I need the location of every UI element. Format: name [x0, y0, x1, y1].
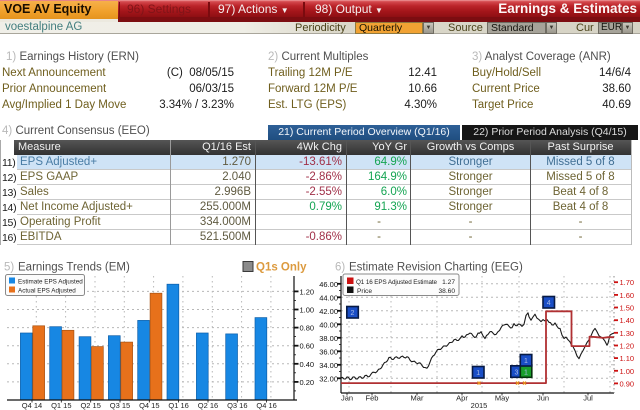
svg-text:Jul: Jul: [583, 394, 593, 403]
svg-text:0.20: 0.20: [300, 378, 315, 387]
svg-text:Mar: Mar: [411, 394, 424, 403]
svg-text:34.00: 34.00: [319, 361, 338, 370]
svg-text:Feb: Feb: [366, 394, 379, 403]
svg-text:Q3 16: Q3 16: [227, 401, 247, 410]
svg-text:1.00: 1.00: [620, 367, 635, 376]
svg-text:1.27: 1.27: [442, 279, 455, 286]
svg-text:44.00: 44.00: [319, 293, 338, 302]
svg-text:0.80: 0.80: [300, 324, 315, 333]
svg-text:Q1 16 EPS Adjusted Estimate: Q1 16 EPS Adjusted Estimate: [356, 279, 438, 286]
svg-text:1: 1: [524, 370, 528, 377]
svg-text:1.20: 1.20: [300, 287, 315, 296]
svg-text:1.20: 1.20: [620, 342, 635, 351]
svg-text:2015: 2015: [471, 401, 488, 410]
svg-text:36.00: 36.00: [319, 347, 338, 356]
svg-text:0.90: 0.90: [620, 379, 635, 388]
svg-text:Q4 14: Q4 14: [22, 401, 42, 410]
svg-text:1.70: 1.70: [620, 278, 635, 287]
svg-text:2: 2: [351, 310, 355, 317]
svg-text:4: 4: [547, 300, 551, 307]
svg-text:1.50: 1.50: [620, 304, 635, 313]
svg-text:Q3 15: Q3 15: [110, 401, 130, 410]
svg-text:38.60: 38.60: [438, 288, 455, 295]
svg-text:6): 6): [335, 262, 345, 274]
svg-text:1.60: 1.60: [620, 291, 635, 300]
svg-text:Q1 16: Q1 16: [168, 401, 188, 410]
svg-text:0.40: 0.40: [300, 360, 315, 369]
svg-text:1.30: 1.30: [620, 329, 635, 338]
svg-text:32.00: 32.00: [319, 374, 338, 383]
svg-text:Q2 15: Q2 15: [80, 401, 100, 410]
svg-text:Jan: Jan: [341, 394, 353, 403]
svg-text:1.10: 1.10: [620, 354, 635, 363]
svg-text:1.40: 1.40: [620, 316, 635, 325]
svg-text:Actual EPS Adjusted: Actual EPS Adjusted: [18, 288, 76, 295]
svg-text:Estimate EPS Adjusted: Estimate EPS Adjusted: [18, 279, 83, 286]
svg-text:Earnings Trends (EM): Earnings Trends (EM): [18, 262, 130, 274]
svg-text:1: 1: [476, 370, 480, 377]
svg-text:1.00: 1.00: [300, 306, 315, 315]
svg-text:38.00: 38.00: [319, 334, 338, 343]
svg-text:Q4 16: Q4 16: [256, 401, 276, 410]
svg-text:Q2 16: Q2 16: [198, 401, 218, 410]
svg-text:Q1s Only: Q1s Only: [256, 262, 307, 274]
svg-text:Jun: Jun: [537, 394, 549, 403]
svg-text:Q1 15: Q1 15: [51, 401, 71, 410]
svg-text:1: 1: [524, 358, 528, 365]
svg-text:Estimate Revision Charting (EE: Estimate Revision Charting (EEG): [349, 262, 523, 274]
svg-text:40.00: 40.00: [319, 320, 338, 329]
svg-text:Apr: Apr: [456, 394, 468, 403]
svg-text:Price: Price: [357, 288, 372, 295]
svg-text:0.60: 0.60: [300, 342, 315, 351]
svg-text:5): 5): [4, 262, 14, 274]
svg-text:Q4 15: Q4 15: [139, 401, 159, 410]
svg-text:42.00: 42.00: [319, 307, 338, 316]
svg-text:46.00: 46.00: [319, 280, 338, 289]
svg-text:3: 3: [515, 370, 519, 377]
svg-text:May: May: [495, 394, 509, 403]
